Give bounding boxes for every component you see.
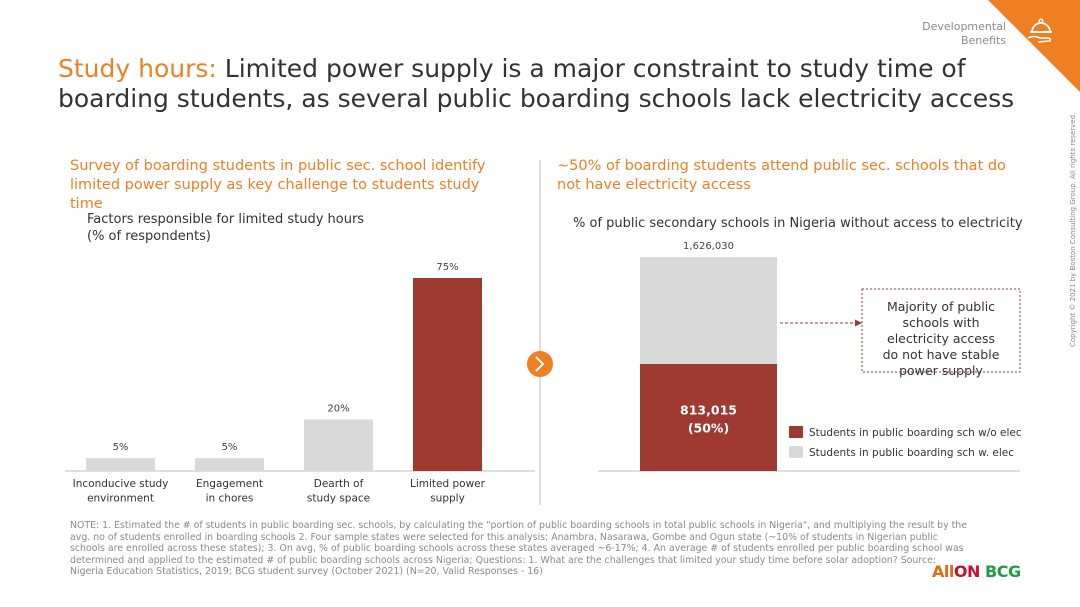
- category-label: Engagement: [196, 478, 263, 490]
- right-chart-title: % of public secondary schools in Nigeria…: [573, 216, 1023, 231]
- legend-swatch: [789, 446, 803, 458]
- copyright: Copyright © 2021 by Boston Consulting Gr…: [1069, 112, 1077, 347]
- legend-label: Students in public boarding sch w. elec: [809, 447, 1014, 459]
- stacked-bar-chart: 1,626,030 813,015 (50%) Students in public …: [598, 241, 1022, 472]
- category-label: environment: [87, 493, 154, 505]
- left-chart-title-line1: Factors responsible for limited study ho…: [87, 212, 365, 227]
- bar-2: [195, 458, 264, 471]
- section-tag-line1: Developmental: [922, 20, 1006, 33]
- bar-4: [413, 278, 482, 471]
- allon-logo-b: ON: [953, 562, 981, 581]
- segment-pct-label: (50%): [688, 421, 729, 436]
- category-label: study space: [307, 493, 370, 505]
- bar-value-label: 5%: [222, 442, 238, 453]
- legend-swatch: [789, 426, 803, 438]
- footnote: NOTE: 1. Estimated the # of students in …: [70, 520, 967, 578]
- stack-segment-with-elec: [640, 257, 777, 364]
- page-title: Study hours: Limited power supply is a m…: [58, 54, 1018, 114]
- left-chart-title-line2: (% of respondents): [87, 229, 211, 244]
- category-label: supply: [430, 493, 465, 505]
- left-subhead: Survey of boarding students in public se…: [70, 158, 486, 212]
- bar-value-label: 20%: [327, 404, 349, 415]
- stack-total-label: 1,626,030: [683, 241, 734, 252]
- allon-logo-a: All: [932, 562, 954, 581]
- chevron-right-icon: [527, 351, 553, 377]
- callout-box: [861, 288, 1021, 373]
- title-text: Limited power supply is a major constrai…: [58, 54, 1015, 113]
- right-subhead: ~50% of boarding students attend public …: [557, 158, 1006, 193]
- section-tag: Developmental Benefits: [922, 20, 1006, 48]
- bar-value-label: 75%: [436, 262, 458, 273]
- category-label: in chores: [206, 493, 254, 505]
- allon-logo: AllON: [932, 562, 980, 581]
- segment-value-label: 813,015: [680, 403, 737, 418]
- bar-value-label: 5%: [113, 442, 129, 453]
- arrow-right-icon: [855, 319, 862, 327]
- category-label: Dearth of: [314, 478, 364, 490]
- corner-accent: [988, 0, 1080, 92]
- section-tag-line2: Benefits: [960, 34, 1006, 47]
- title-highlight: Study hours:: [58, 54, 217, 83]
- bar-chart: 5% Inconducive study environment 5% Engageme…: [65, 262, 535, 505]
- bcg-logo: BCG: [985, 562, 1021, 581]
- bar-1: [86, 458, 155, 471]
- callout-text: Majority of public schools with electricit…: [883, 299, 1000, 378]
- stack-segment-no-elec: [640, 364, 777, 471]
- category-label: Inconducive study: [73, 478, 169, 490]
- left-chart-title: Factors responsible for limited study ho…: [87, 211, 364, 245]
- legend-label: Students in public boarding sch w/o elec: [809, 427, 1022, 439]
- bar-3: [304, 419, 373, 471]
- category-label: Limited power: [410, 478, 486, 490]
- hand-bell-icon: [1020, 8, 1062, 50]
